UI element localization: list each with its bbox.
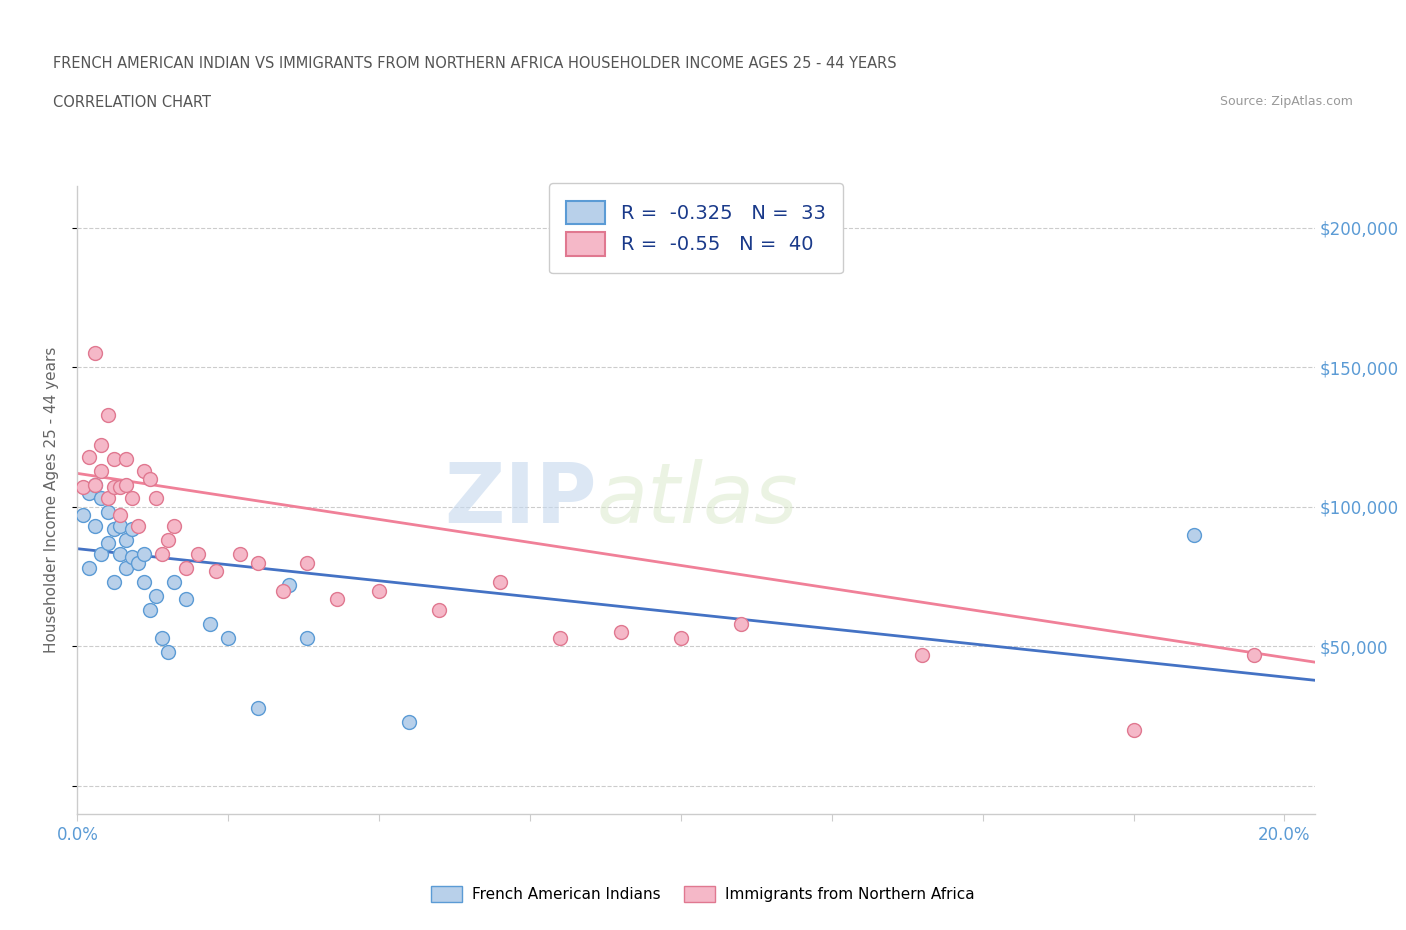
Point [96, 491, 118, 506]
Point [1243, 647, 1265, 662]
Point [174, 591, 197, 606]
Point [84, 477, 107, 492]
Point [96, 536, 118, 551]
Point [247, 555, 270, 570]
Point [326, 591, 349, 606]
Point [398, 714, 420, 729]
Text: FRENCH AMERICAN INDIAN VS IMMIGRANTS FROM NORTHERN AFRICA HOUSEHOLDER INCOME AGE: FRENCH AMERICAN INDIAN VS IMMIGRANTS FRO… [53, 56, 897, 71]
Point [96, 505, 118, 520]
Point [114, 452, 136, 467]
Point [84, 346, 107, 361]
Point [103, 452, 125, 467]
Point [198, 617, 221, 631]
Point [217, 631, 239, 645]
Point [103, 480, 125, 495]
Point [72, 508, 94, 523]
Point [90, 491, 112, 506]
Point [79, 485, 101, 500]
Point [90, 463, 112, 478]
Point [609, 625, 631, 640]
Point [229, 547, 252, 562]
Point [84, 477, 107, 492]
Point [114, 477, 136, 492]
Point [121, 522, 143, 537]
Point [90, 547, 112, 562]
Point [488, 575, 510, 590]
Point [121, 550, 143, 565]
Point [174, 561, 197, 576]
Point [911, 647, 934, 662]
Point [295, 631, 318, 645]
Point [163, 575, 186, 590]
Point [1122, 723, 1144, 737]
Point [84, 519, 107, 534]
Point [145, 589, 167, 604]
Point [730, 617, 752, 631]
Point [156, 644, 179, 659]
Legend: French American Indians, Immigrants from Northern Africa: French American Indians, Immigrants from… [425, 880, 981, 909]
Text: ZIP: ZIP [444, 459, 598, 540]
Point [108, 480, 131, 495]
Point [96, 407, 118, 422]
Point [271, 583, 294, 598]
Point [1182, 527, 1205, 542]
Point [295, 555, 318, 570]
Point [127, 519, 149, 534]
Point [145, 491, 167, 506]
Point [103, 522, 125, 537]
Point [90, 438, 112, 453]
Point [79, 449, 101, 464]
Point [429, 603, 451, 618]
Text: CORRELATION CHART: CORRELATION CHART [53, 95, 211, 110]
Point [139, 603, 162, 618]
Point [548, 631, 571, 645]
Point [103, 575, 125, 590]
Text: atlas: atlas [598, 459, 799, 540]
Point [114, 533, 136, 548]
Point [72, 480, 94, 495]
Point [121, 491, 143, 506]
Point [187, 547, 209, 562]
Point [205, 564, 228, 578]
Point [163, 519, 186, 534]
Point [132, 575, 155, 590]
Text: Source: ZipAtlas.com: Source: ZipAtlas.com [1219, 95, 1353, 108]
Y-axis label: Householder Income Ages 25 - 44 years: Householder Income Ages 25 - 44 years [44, 347, 59, 653]
Point [132, 547, 155, 562]
Point [156, 533, 179, 548]
Point [127, 555, 149, 570]
Point [114, 561, 136, 576]
Point [150, 631, 173, 645]
Point [277, 578, 299, 592]
Legend: R =  -0.325   N =  33, R =  -0.55   N =  40: R = -0.325 N = 33, R = -0.55 N = 40 [548, 183, 844, 273]
Point [150, 547, 173, 562]
Point [132, 463, 155, 478]
Point [108, 519, 131, 534]
Point [108, 508, 131, 523]
Point [669, 631, 692, 645]
Point [247, 700, 270, 715]
Point [368, 583, 391, 598]
Point [79, 561, 101, 576]
Point [108, 547, 131, 562]
Point [139, 472, 162, 486]
